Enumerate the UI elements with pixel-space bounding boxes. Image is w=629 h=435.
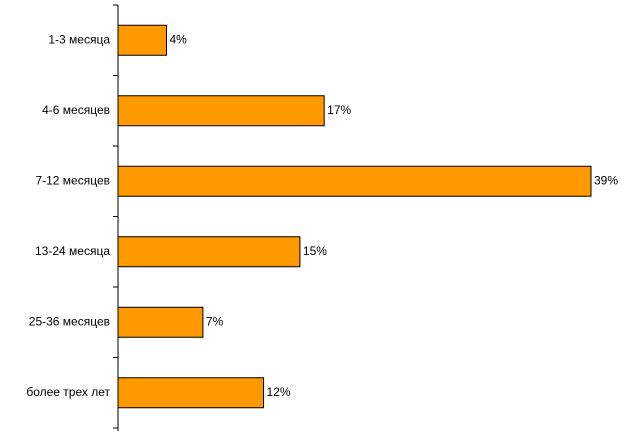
category-label: 1-3 месяца bbox=[48, 32, 110, 46]
value-label: 17% bbox=[327, 103, 351, 117]
value-label: 15% bbox=[303, 244, 327, 258]
bar bbox=[117, 236, 301, 268]
category-label: более трех лет bbox=[26, 385, 110, 399]
bar bbox=[117, 24, 168, 56]
value-label: 7% bbox=[206, 314, 224, 328]
category-label: 25-36 месяцев bbox=[29, 314, 110, 328]
bar bbox=[117, 306, 204, 338]
bar bbox=[117, 377, 265, 409]
category-label: 4-6 месяцев bbox=[42, 103, 110, 117]
bar bbox=[117, 165, 592, 197]
category-label: 7-12 месяцев bbox=[35, 173, 110, 187]
value-label: 12% bbox=[267, 385, 291, 399]
value-label: 39% bbox=[594, 173, 618, 187]
value-label: 4% bbox=[170, 32, 188, 46]
category-label: 13-24 месяца bbox=[35, 244, 110, 258]
bar bbox=[117, 95, 325, 127]
